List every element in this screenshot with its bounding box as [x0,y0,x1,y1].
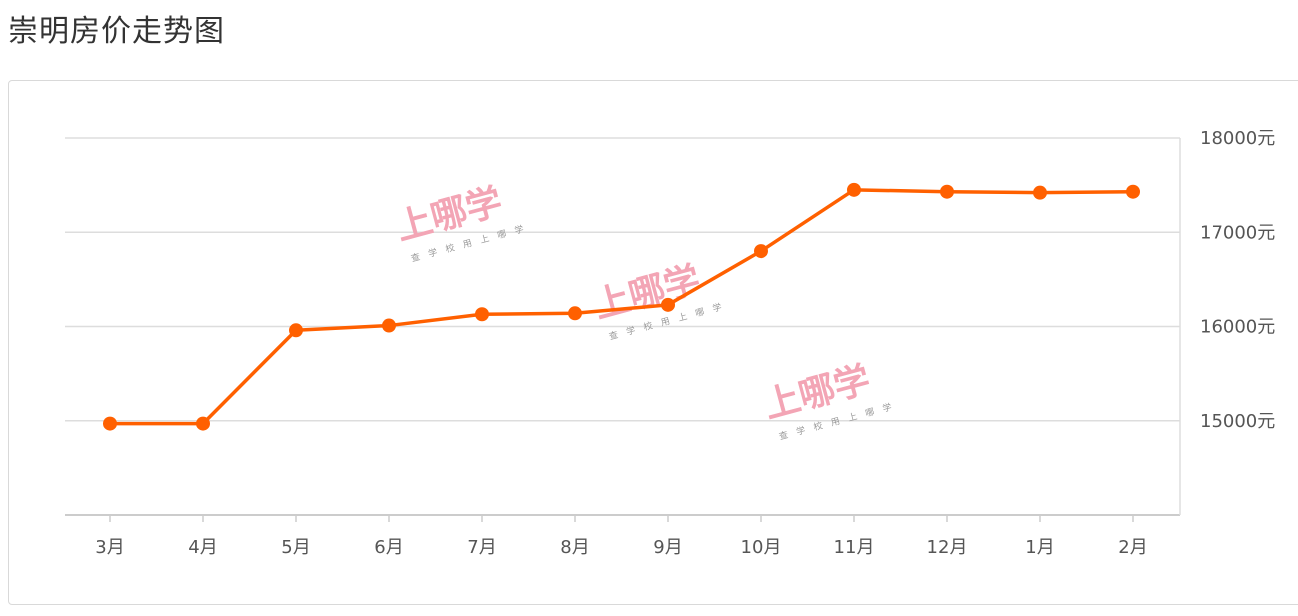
data-point [754,244,768,259]
x-tick-label: 1月 [1025,537,1054,558]
x-tick-label: 8月 [560,537,589,558]
chart-card [8,80,1298,605]
x-tick-label: 5月 [281,537,310,558]
data-point [1126,184,1140,199]
x-tick-label: 3月 [95,537,124,558]
x-tick-label: 12月 [927,537,968,558]
x-tick-label: 9月 [653,537,682,558]
y-tick-label: 16000元 [1200,317,1275,338]
data-point [940,184,954,199]
data-point [475,307,489,322]
data-point [103,416,117,431]
grid-lines [65,137,1181,522]
data-point [289,323,303,338]
series-line-layer [110,188,1134,426]
page-title: 崇明房价走势图 [8,14,225,49]
y-axis-labels: 15000元 16000元 17000元 18000元 [1200,128,1275,432]
data-point [661,297,675,312]
x-tick-label: 6月 [374,537,403,558]
data-point [382,318,396,333]
data-point [1033,185,1047,200]
x-tick-label: 11月 [834,537,875,558]
y-tick-label: 15000元 [1200,411,1275,432]
data-points [103,182,1140,431]
x-axis-labels: 3月 4月 5月 6月 7月 8月 9月 10月 11月 12月 1月 2月 [95,537,1147,558]
data-point [196,416,210,431]
x-tick-label: 7月 [467,537,496,558]
y-tick-label: 17000元 [1200,222,1275,243]
x-tick-label: 4月 [188,537,217,558]
data-point [568,306,582,321]
series-line [110,188,1134,426]
x-tick-label: 2月 [1118,537,1147,558]
y-tick-label: 18000元 [1200,128,1275,149]
x-tick-label: 10月 [741,537,782,558]
data-point [847,182,861,197]
